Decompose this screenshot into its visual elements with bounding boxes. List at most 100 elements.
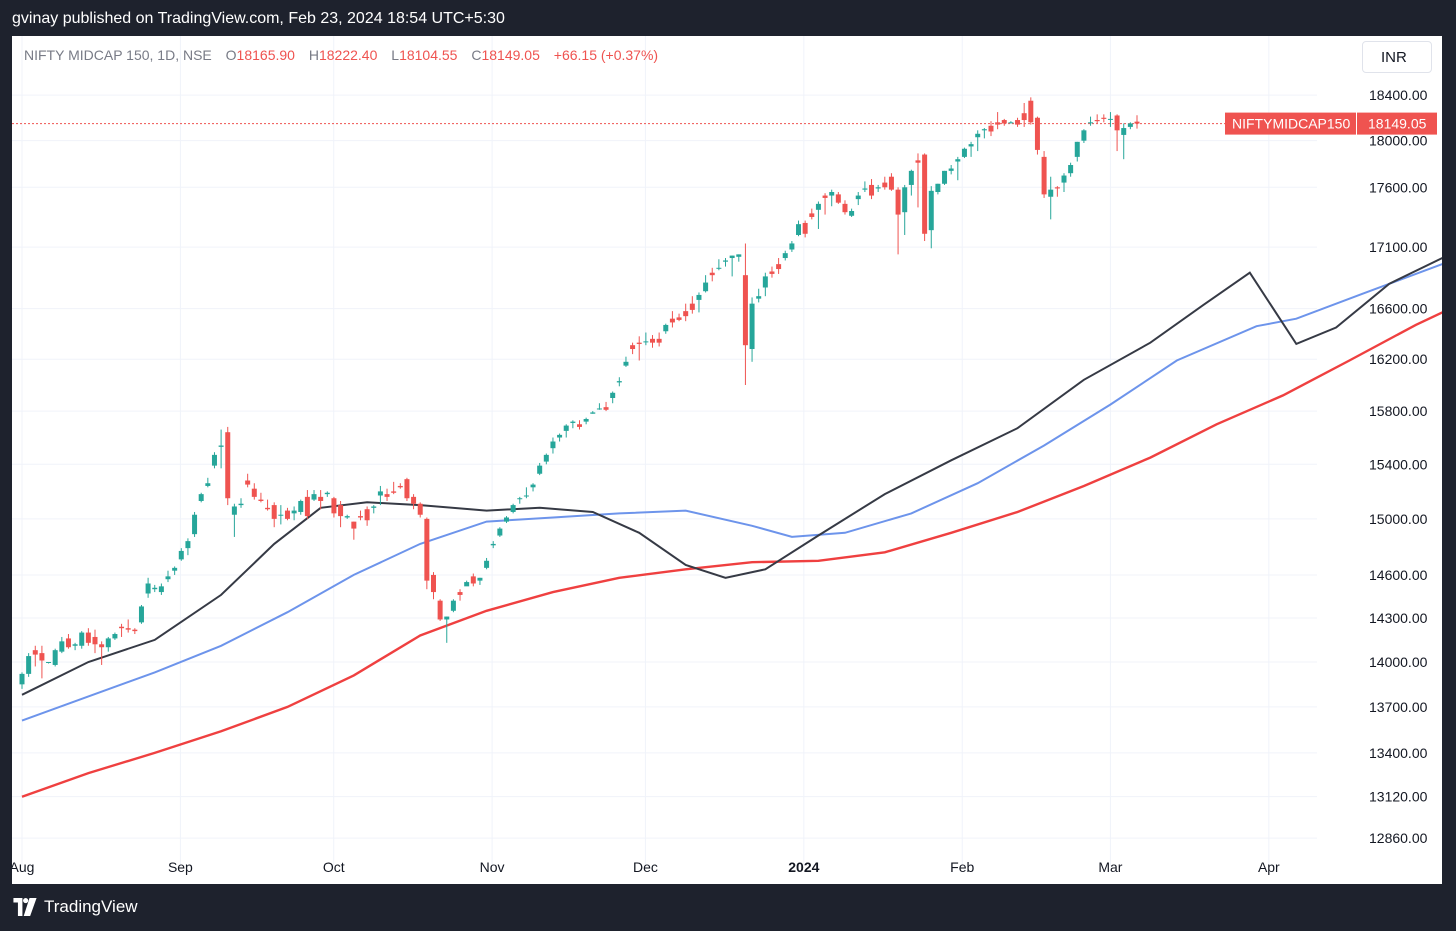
candle-body <box>523 495 529 497</box>
candle <box>742 243 748 386</box>
tradingview-brand[interactable]: TradingView <box>44 897 138 916</box>
tradingview-logo-icon[interactable] <box>12 898 38 916</box>
candle <box>52 648 58 667</box>
candle-body <box>908 170 914 185</box>
candle <box>450 599 456 613</box>
candle <box>875 184 881 193</box>
candle-body <box>815 203 821 210</box>
candle <box>796 220 802 237</box>
candle <box>384 488 390 501</box>
y-tick-label: 13400.00 <box>1369 745 1428 761</box>
candle-body <box>537 465 543 474</box>
y-tick-label: 14300.00 <box>1369 610 1428 626</box>
candle-body <box>723 260 729 262</box>
candle-body <box>650 338 656 343</box>
candle <box>391 481 397 495</box>
candle-body <box>284 510 290 519</box>
candle <box>79 631 85 649</box>
candle <box>238 498 244 508</box>
candle <box>517 496 523 504</box>
x-axis[interactable]: Aug Sep Oct Nov Dec 2024 Feb Mar Apr <box>12 859 1280 875</box>
candle <box>351 521 357 540</box>
candle-body <box>530 484 536 488</box>
candle <box>1081 129 1087 143</box>
candle <box>424 517 430 590</box>
x-tick-label: Apr <box>1258 859 1280 875</box>
candle <box>265 499 271 511</box>
y-axis[interactable]: 18400.00 18000.00 17600.00 17100.00 16600.00… <box>1369 87 1428 846</box>
candle-body <box>796 224 802 235</box>
candle-body <box>158 586 164 593</box>
candle-body <box>849 211 855 216</box>
candle-body <box>92 636 98 645</box>
candle-body <box>968 144 974 147</box>
candle <box>888 173 894 191</box>
candle-body <box>39 653 45 661</box>
candle <box>676 313 682 322</box>
candle-body <box>862 188 868 190</box>
candle <box>1121 123 1127 160</box>
candle-body <box>291 510 297 514</box>
candle-body <box>1127 123 1133 127</box>
candle-body <box>72 644 78 646</box>
candle-body <box>85 632 91 643</box>
candle-body <box>138 606 144 623</box>
candle <box>437 599 443 621</box>
candle <box>968 141 974 157</box>
candle-body <box>829 192 835 196</box>
currency-selector[interactable]: INR <box>1362 41 1432 73</box>
candle-body <box>902 187 908 213</box>
candle-body <box>1061 175 1067 183</box>
price-chart[interactable]: 18400.00 18000.00 17600.00 17100.00 16600.00… <box>12 36 1442 884</box>
candle <box>902 184 908 235</box>
candle-body <box>470 576 476 584</box>
candle <box>703 275 709 293</box>
candle-body <box>457 592 463 595</box>
candle-body <box>776 264 782 270</box>
candle-body <box>596 408 602 410</box>
x-tick-label: Nov <box>480 859 505 875</box>
candle-body <box>32 650 38 655</box>
candle <box>975 130 981 152</box>
footer: TradingView <box>0 884 1456 931</box>
y-tick-label: 18000.00 <box>1369 133 1428 149</box>
candle <box>537 462 543 476</box>
candle-body <box>510 505 516 512</box>
candle <box>198 492 204 503</box>
candle-body <box>1074 141 1080 157</box>
candle-body <box>503 517 509 522</box>
candle <box>1061 173 1067 193</box>
candle <box>484 557 490 570</box>
candle-body <box>835 194 841 203</box>
candle-body <box>1134 121 1140 124</box>
candle <box>205 477 211 488</box>
candle <box>324 491 330 497</box>
ema-mid-line <box>21 263 1442 722</box>
candle <box>311 490 317 501</box>
chart-panel[interactable]: 18400.00 18000.00 17600.00 17100.00 16600.00… <box>12 36 1442 884</box>
candle-body <box>251 488 257 497</box>
candle-body <box>304 496 310 517</box>
candle <box>344 514 350 519</box>
candle-body <box>995 122 1001 125</box>
candle-body <box>922 154 928 234</box>
candle-body <box>178 550 184 560</box>
candle <box>92 629 98 654</box>
candle <box>46 661 52 664</box>
candle <box>464 580 470 587</box>
candle <box>663 323 669 334</box>
candle <box>1034 116 1040 155</box>
candle <box>948 165 954 175</box>
candle-body <box>1114 115 1120 131</box>
candle-body <box>1068 165 1074 174</box>
candle-body <box>948 168 954 171</box>
candle <box>995 112 1001 130</box>
candle-body <box>756 296 762 299</box>
candle <box>1008 121 1014 124</box>
x-tick-label: 2024 <box>788 859 819 875</box>
candle <box>1001 118 1007 126</box>
candle <box>1127 122 1133 130</box>
candle-body <box>424 518 430 581</box>
candle <box>318 490 324 510</box>
candle <box>271 502 277 528</box>
